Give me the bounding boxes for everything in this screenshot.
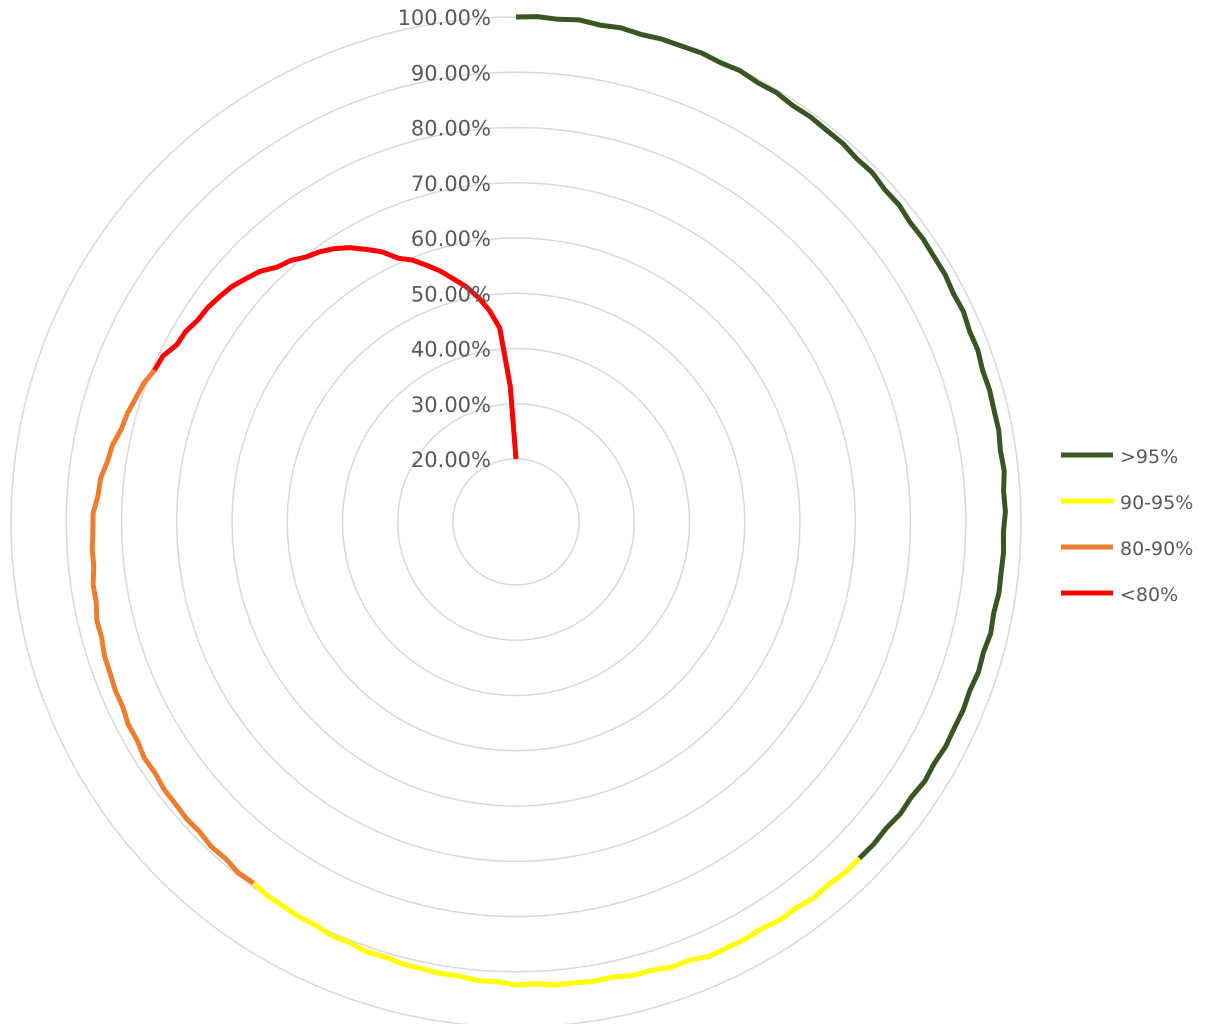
series-line-2 [89,368,256,886]
radial-tick-label: 80.00% [411,117,491,141]
legend: >95% 90-95% 80-90% <80% [1061,446,1193,606]
legend-label: 80-90% [1120,538,1193,560]
legend-label: <80% [1120,584,1178,606]
radial-tick-label: 30.00% [411,393,491,417]
radial-tick-label: 90.00% [411,61,491,85]
radial-axis-labels: 20.00% 30.00% 40.00% 50.00% 60.00% 70.00% 80.0… [398,6,491,472]
series-layer [89,14,1008,988]
gridline-ring [10,16,1022,1024]
radial-tick-label: 70.00% [411,172,491,196]
gridline-ring [65,71,967,973]
gridline-ring [286,292,746,752]
radial-tick-label: 50.00% [411,282,491,306]
radial-tick-label: 100.00% [398,6,491,30]
series-line-3 [152,245,519,460]
radial-tick-label: 60.00% [411,227,491,251]
gridline-ring [231,237,801,807]
radial-tick-label: 20.00% [411,448,491,472]
radial-tick-label: 40.00% [411,338,491,362]
gridline-ring [397,403,635,642]
gridline-ring [452,458,580,586]
series-line-1 [251,856,862,988]
gridline-ring [341,347,691,697]
radial-grid [10,16,1022,1024]
gridline-ring [176,182,856,863]
series-line-0 [515,14,1008,861]
gridline-ring [120,126,912,918]
legend-label: 90-95% [1120,492,1193,514]
legend-label: >95% [1120,446,1178,468]
